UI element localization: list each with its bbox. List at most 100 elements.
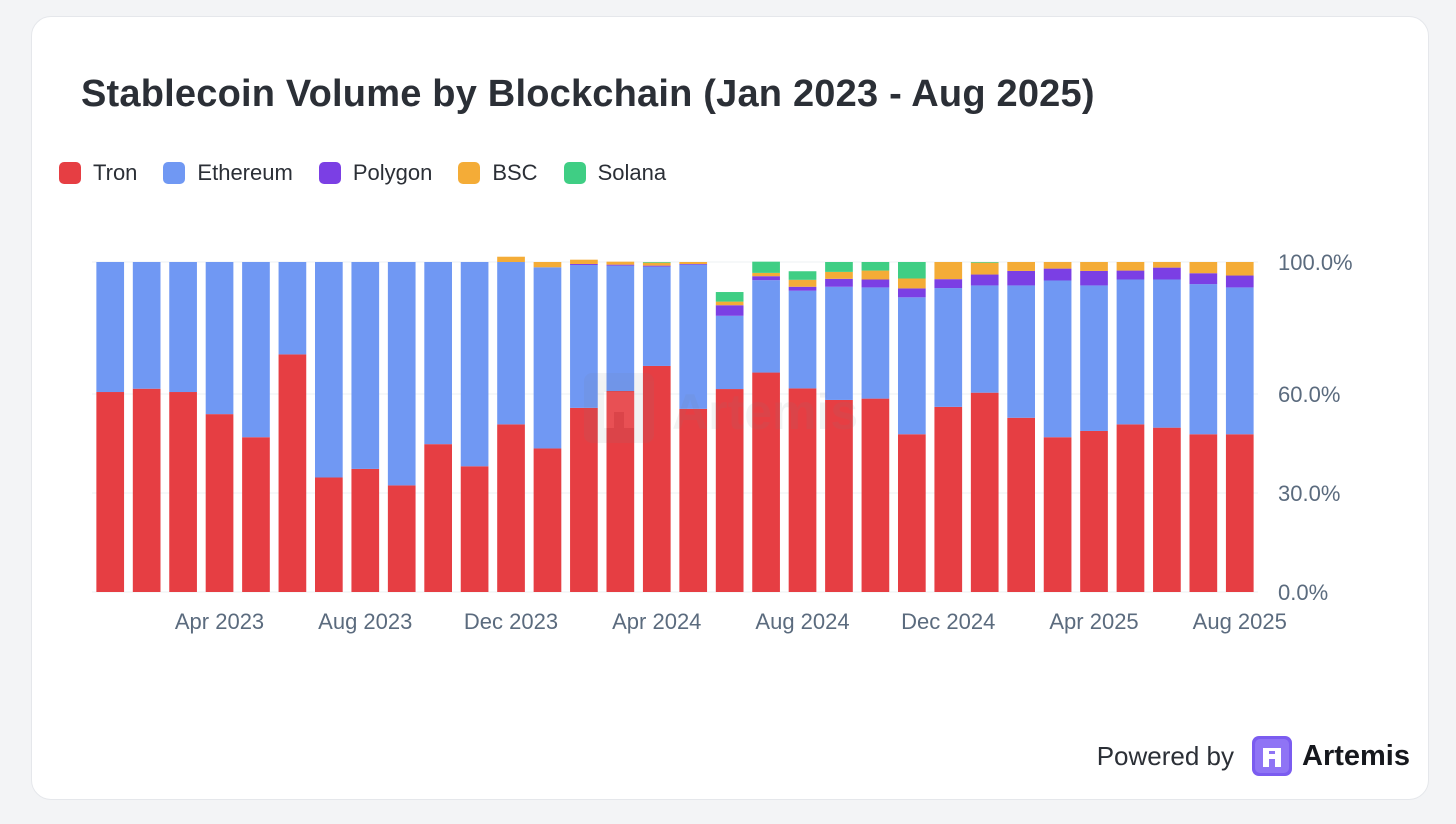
- bar-ethereum-apr-2025[interactable]: [1080, 285, 1108, 431]
- bar-polygon-feb-2024[interactable]: [570, 263, 598, 265]
- bar-polygon-oct-2024[interactable]: [861, 279, 890, 288]
- bar-stack-mar-2024[interactable]: [606, 261, 635, 592]
- bar-ethereum-aug-2025[interactable]: [1225, 287, 1254, 435]
- bar-polygon-dec-2024[interactable]: [934, 279, 963, 289]
- bar-polygon-apr-2024[interactable]: [642, 265, 671, 267]
- bar-ethereum-apr-2024[interactable]: [642, 266, 671, 366]
- bar-stack-jun-2025[interactable]: [1153, 262, 1181, 592]
- bar-solana-jan-2025[interactable]: [970, 262, 999, 263]
- bar-ethereum-oct-2023[interactable]: [424, 262, 452, 445]
- bar-ethereum-aug-2024[interactable]: [788, 290, 817, 389]
- bar-solana-aug-2024[interactable]: [788, 271, 817, 280]
- bar-solana-apr-2024[interactable]: [642, 262, 671, 263]
- bar-stack-jul-2025[interactable]: [1189, 262, 1218, 592]
- bar-ethereum-mar-2024[interactable]: [606, 265, 635, 392]
- bar-tron-may-2025[interactable]: [1116, 424, 1145, 592]
- bar-stack-mar-2023[interactable]: [169, 262, 197, 592]
- bar-bsc-jul-2025[interactable]: [1189, 262, 1218, 274]
- bar-tron-feb-2025[interactable]: [1007, 417, 1035, 592]
- bar-bsc-dec-2023[interactable]: [497, 256, 525, 262]
- bar-bsc-may-2025[interactable]: [1116, 262, 1145, 271]
- bar-tron-apr-2025[interactable]: [1080, 430, 1108, 592]
- bar-ethereum-jul-2024[interactable]: [752, 280, 780, 373]
- bar-ethereum-jan-2024[interactable]: [533, 267, 562, 449]
- bar-ethereum-feb-2023[interactable]: [132, 262, 161, 389]
- bar-tron-nov-2023[interactable]: [460, 466, 489, 592]
- bar-tron-sep-2024[interactable]: [825, 399, 853, 592]
- bar-solana-jun-2024[interactable]: [715, 292, 744, 302]
- bar-tron-jan-2023[interactable]: [96, 392, 125, 592]
- bar-polygon-mar-2025[interactable]: [1043, 268, 1072, 281]
- bar-stack-sep-2024[interactable]: [825, 262, 853, 592]
- bar-bsc-feb-2025[interactable]: [1007, 262, 1035, 271]
- bar-polygon-apr-2025[interactable]: [1080, 270, 1108, 286]
- bar-bsc-dec-2024[interactable]: [934, 262, 963, 280]
- bar-bsc-oct-2024[interactable]: [861, 270, 890, 280]
- bar-polygon-mar-2024[interactable]: [606, 264, 635, 266]
- bar-ethereum-apr-2023[interactable]: [205, 262, 234, 415]
- bar-tron-dec-2023[interactable]: [497, 424, 525, 592]
- bar-tron-jan-2025[interactable]: [970, 392, 999, 592]
- bar-polygon-may-2025[interactable]: [1116, 270, 1145, 280]
- bar-ethereum-dec-2023[interactable]: [497, 262, 525, 425]
- legend-item-polygon[interactable]: Polygon: [318, 160, 432, 186]
- bar-ethereum-jul-2025[interactable]: [1189, 284, 1218, 435]
- bar-polygon-jul-2025[interactable]: [1189, 273, 1218, 285]
- bar-bsc-apr-2025[interactable]: [1080, 262, 1108, 271]
- bar-stack-jan-2024[interactable]: [533, 262, 562, 592]
- bar-tron-feb-2024[interactable]: [570, 407, 598, 592]
- bar-tron-aug-2024[interactable]: [788, 388, 817, 592]
- bar-stack-nov-2023[interactable]: [460, 262, 489, 592]
- bar-stack-sep-2023[interactable]: [387, 262, 416, 592]
- bar-ethereum-may-2024[interactable]: [679, 264, 708, 409]
- bar-tron-aug-2025[interactable]: [1225, 434, 1254, 592]
- bar-polygon-nov-2024[interactable]: [898, 288, 926, 298]
- bar-ethereum-jan-2025[interactable]: [970, 285, 999, 393]
- legend-item-solana[interactable]: Solana: [563, 160, 666, 186]
- bar-stack-aug-2024[interactable]: [788, 271, 817, 592]
- bar-stack-nov-2024[interactable]: [898, 262, 926, 592]
- bar-ethereum-jun-2023[interactable]: [278, 262, 307, 355]
- bar-stack-aug-2025[interactable]: [1225, 262, 1254, 592]
- bar-stack-jun-2023[interactable]: [278, 262, 307, 592]
- bar-ethereum-nov-2024[interactable]: [898, 297, 926, 435]
- bar-tron-aug-2023[interactable]: [351, 468, 380, 592]
- bar-stack-dec-2023[interactable]: [497, 256, 525, 592]
- bar-bsc-jun-2025[interactable]: [1153, 262, 1181, 268]
- bar-tron-may-2023[interactable]: [242, 437, 270, 592]
- bar-bsc-feb-2024[interactable]: [570, 259, 598, 264]
- bar-stack-feb-2025[interactable]: [1007, 262, 1035, 592]
- bar-stack-may-2024[interactable]: [679, 262, 708, 592]
- bar-tron-jun-2024[interactable]: [715, 389, 744, 592]
- bar-stack-apr-2023[interactable]: [205, 262, 234, 592]
- bar-bsc-may-2024[interactable]: [679, 262, 708, 264]
- bar-stack-oct-2024[interactable]: [861, 262, 890, 592]
- bar-ethereum-sep-2024[interactable]: [825, 286, 853, 400]
- bar-stack-aug-2023[interactable]: [351, 262, 380, 592]
- bar-tron-mar-2025[interactable]: [1043, 437, 1072, 592]
- bar-ethereum-feb-2024[interactable]: [570, 264, 598, 408]
- bar-polygon-aug-2025[interactable]: [1225, 275, 1254, 288]
- bar-stack-oct-2023[interactable]: [424, 262, 452, 592]
- bar-bsc-jun-2024[interactable]: [715, 301, 744, 306]
- bar-solana-nov-2024[interactable]: [898, 262, 926, 279]
- bar-bsc-sep-2024[interactable]: [825, 271, 853, 279]
- bar-ethereum-may-2025[interactable]: [1116, 279, 1145, 425]
- bar-tron-mar-2024[interactable]: [606, 391, 635, 592]
- bar-stack-mar-2025[interactable]: [1043, 262, 1072, 592]
- bar-ethereum-oct-2024[interactable]: [861, 287, 890, 399]
- bar-polygon-jul-2024[interactable]: [752, 276, 780, 281]
- bar-tron-apr-2023[interactable]: [205, 414, 234, 592]
- bar-tron-apr-2024[interactable]: [642, 365, 671, 592]
- bar-tron-feb-2023[interactable]: [132, 388, 161, 592]
- bar-ethereum-jun-2024[interactable]: [715, 315, 744, 390]
- bar-stack-apr-2025[interactable]: [1080, 262, 1108, 592]
- bar-bsc-mar-2024[interactable]: [606, 261, 635, 265]
- bar-polygon-jun-2024[interactable]: [715, 305, 744, 316]
- bar-solana-jul-2024[interactable]: [752, 261, 780, 273]
- bar-solana-sep-2024[interactable]: [825, 262, 853, 272]
- bar-polygon-aug-2024[interactable]: [788, 286, 817, 291]
- bar-ethereum-nov-2023[interactable]: [460, 262, 489, 467]
- bar-ethereum-dec-2024[interactable]: [934, 288, 963, 407]
- bar-tron-jul-2024[interactable]: [752, 372, 780, 592]
